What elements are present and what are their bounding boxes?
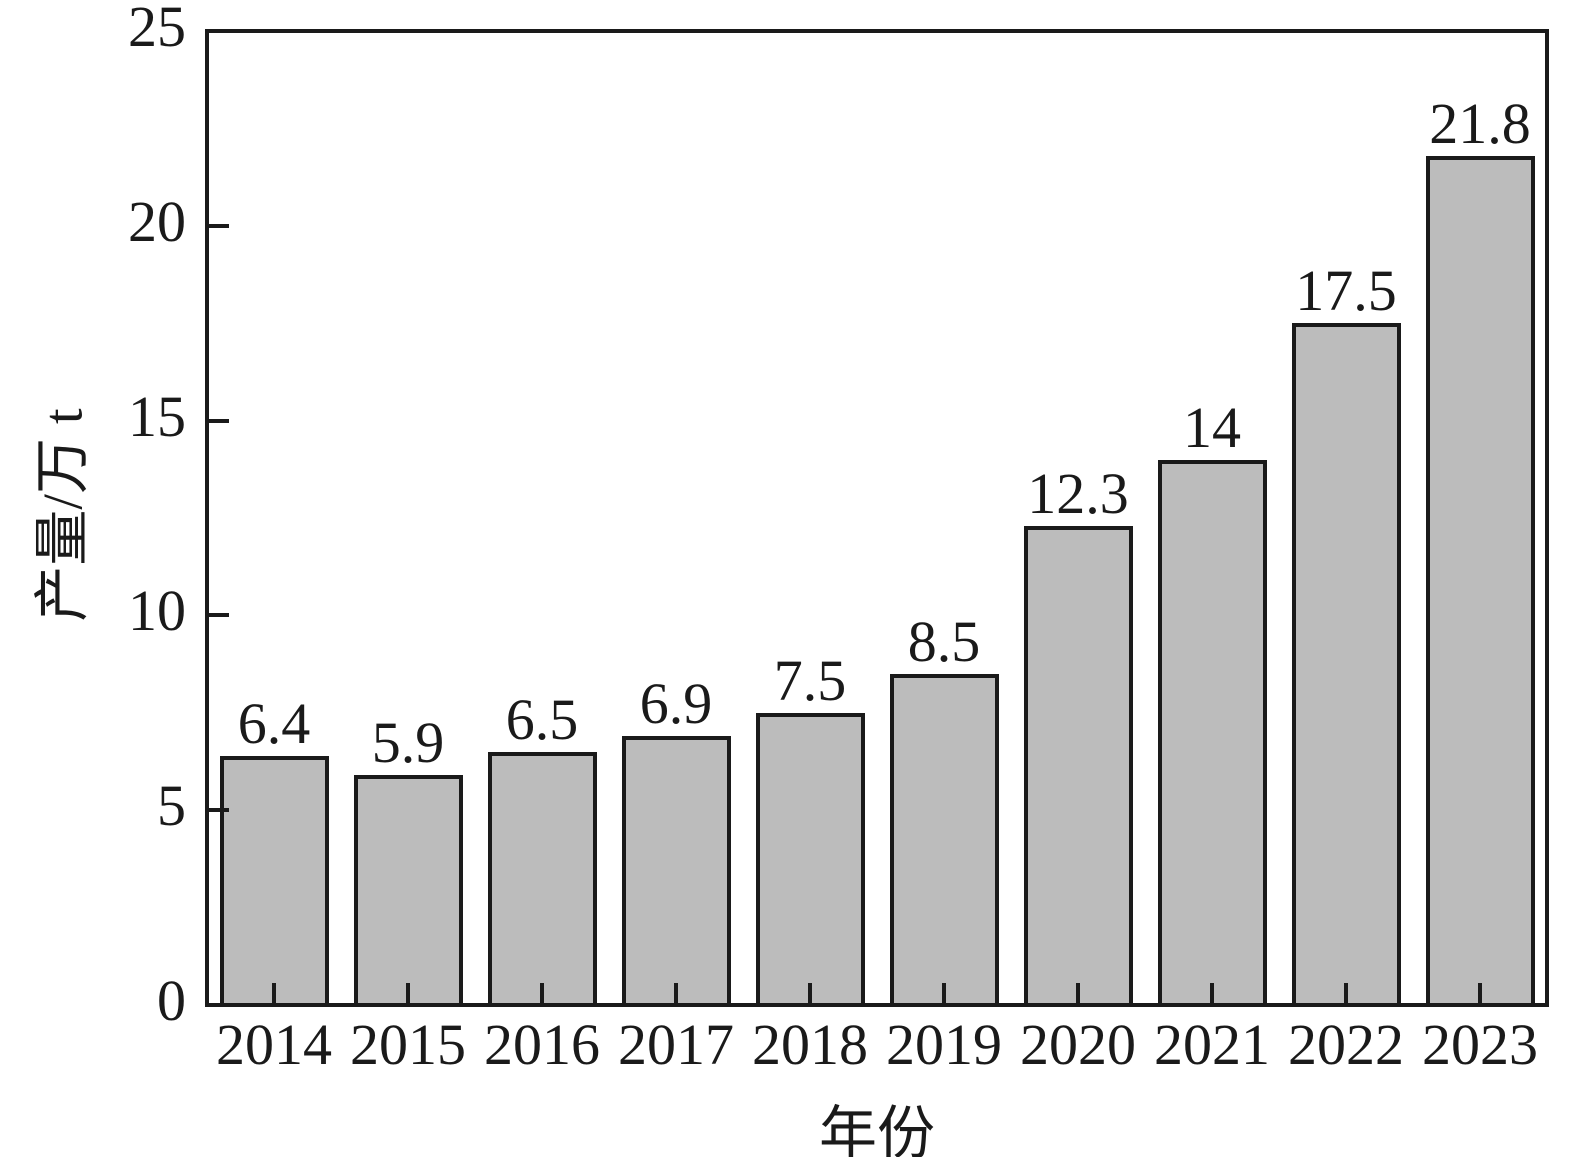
bar-value-label: 6.4 [237, 691, 311, 756]
y-tick-label: 15 [128, 384, 186, 449]
bar-2016 [488, 752, 597, 1007]
x-tick-label: 2020 [1020, 1012, 1136, 1077]
x-tick [1478, 983, 1482, 1003]
x-tick [1076, 983, 1080, 1003]
bar-2020 [1024, 526, 1133, 1007]
x-tick-label: 2016 [484, 1012, 600, 1077]
bar-2022 [1292, 323, 1401, 1007]
bar-value-label: 14 [1183, 395, 1241, 460]
x-tick-label: 2019 [886, 1012, 1002, 1077]
x-tick-label: 2017 [618, 1012, 734, 1077]
bar-value-label: 7.5 [773, 648, 847, 713]
bar-value-label: 8.5 [907, 609, 981, 674]
y-tick-label: 20 [128, 189, 186, 254]
x-tick [942, 983, 946, 1003]
x-tick [406, 983, 410, 1003]
x-tick-label: 2014 [216, 1012, 332, 1077]
x-axis-label: 年份 [818, 1101, 935, 1157]
x-tick-label: 2023 [1422, 1012, 1538, 1077]
x-tick [272, 983, 276, 1003]
bar-2021 [1158, 460, 1267, 1007]
x-tick-label: 2015 [350, 1012, 466, 1077]
x-tick [540, 983, 544, 1003]
y-tick [209, 808, 229, 812]
bar-2017 [622, 736, 731, 1007]
y-axis-label: 产量/万 t [32, 408, 95, 622]
y-tick-label: 5 [157, 773, 186, 838]
y-tick-label: 25 [128, 0, 186, 59]
bar-value-label: 21.8 [1429, 91, 1531, 156]
bar-2019 [890, 674, 999, 1007]
x-tick [1210, 983, 1214, 1003]
x-tick-label: 2018 [752, 1012, 868, 1077]
bar-value-label: 6.5 [505, 687, 579, 752]
bar-2015 [354, 775, 463, 1007]
bar-value-label: 12.3 [1027, 461, 1129, 526]
y-tick [209, 419, 229, 423]
bar-value-label: 5.9 [371, 710, 445, 775]
x-tick-label: 2022 [1288, 1012, 1404, 1077]
x-tick [808, 983, 812, 1003]
bar-value-label: 17.5 [1295, 258, 1397, 323]
y-tick-label: 10 [128, 578, 186, 643]
bar-2018 [756, 713, 865, 1007]
x-tick-label: 2021 [1154, 1012, 1270, 1077]
x-tick [1344, 983, 1348, 1003]
bar-2023 [1426, 156, 1535, 1007]
bar-2014 [220, 756, 329, 1007]
y-tick [209, 224, 229, 228]
x-tick [674, 983, 678, 1003]
y-tick [209, 613, 229, 617]
bar-value-label: 6.9 [639, 671, 713, 736]
y-tick-label: 0 [157, 968, 186, 1033]
